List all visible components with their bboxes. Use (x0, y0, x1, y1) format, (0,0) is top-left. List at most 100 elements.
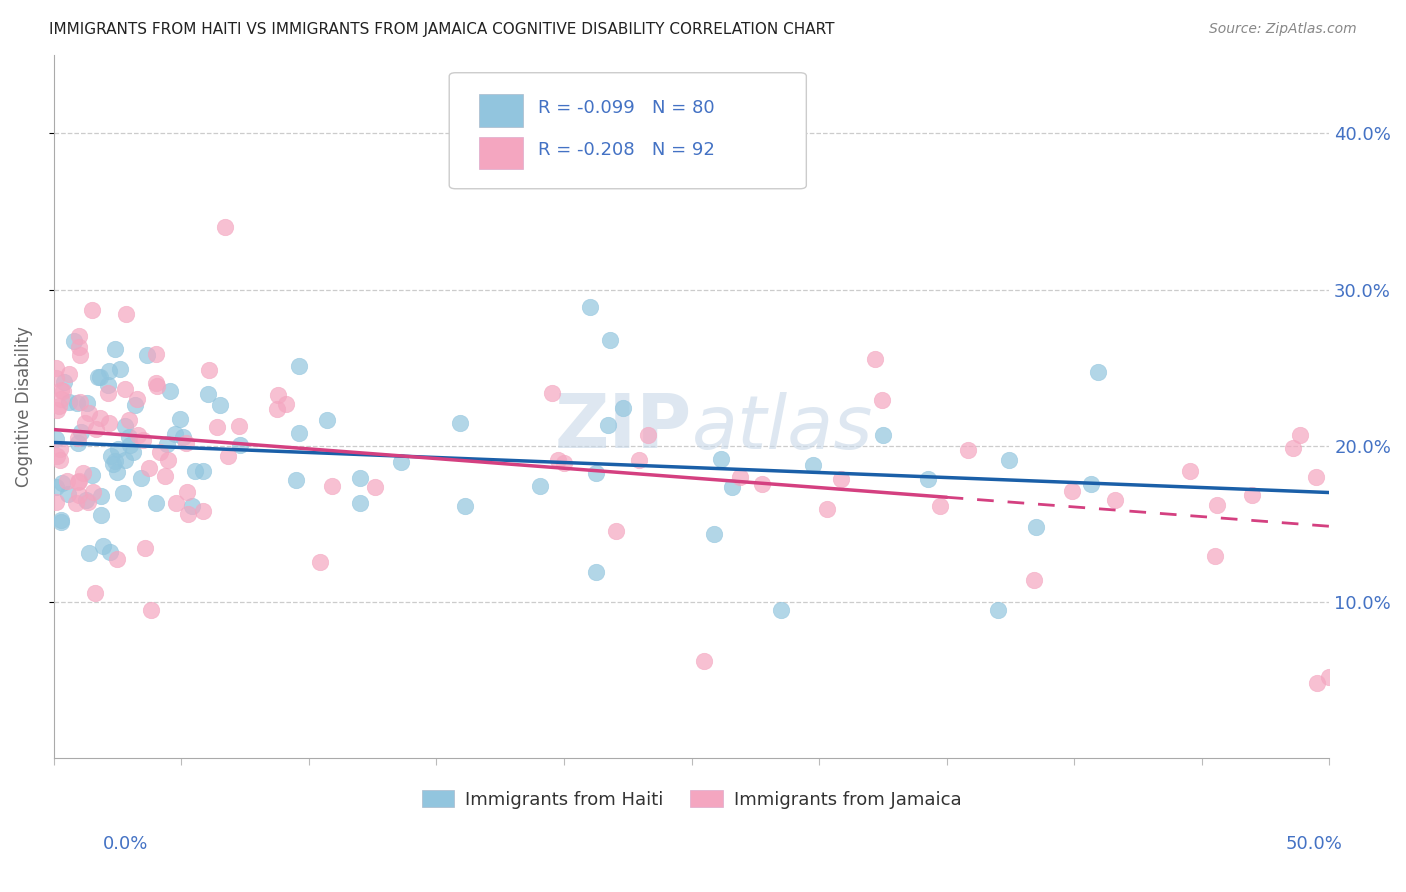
Point (637, 428, 659, 442)
FancyBboxPatch shape (449, 73, 806, 189)
Point (267, 388, 290, 402)
Point (58, 395, 80, 409)
FancyBboxPatch shape (478, 136, 523, 169)
Point (1289, 428, 1312, 442)
Point (364, 480, 387, 494)
Point (579, 301, 602, 315)
Point (585, 466, 607, 480)
Point (197, 387, 219, 401)
Point (49, 442, 72, 457)
Point (145, 376, 167, 390)
Point (90, 489, 112, 503)
Point (276, 397, 298, 411)
Point (89, 411, 111, 425)
Point (115, 307, 138, 321)
Point (136, 348, 159, 362)
Point (728, 469, 751, 483)
Point (1240, 488, 1263, 502)
Point (287, 426, 309, 441)
Point (156, 436, 179, 450)
Point (67, 328, 90, 343)
Point (69, 395, 91, 409)
Point (111, 486, 134, 500)
Point (77, 406, 100, 420)
Point (90, 508, 112, 522)
Point (52, 384, 75, 398)
Point (125, 392, 148, 406)
Point (288, 359, 311, 373)
Point (872, 428, 894, 442)
Point (69, 347, 91, 361)
Point (169, 412, 191, 426)
Point (308, 555, 330, 569)
Point (75, 416, 97, 430)
Point (86, 422, 108, 436)
Point (77, 495, 100, 509)
Point (165, 496, 187, 510)
Point (52, 375, 75, 389)
Point (45, 432, 67, 446)
Point (121, 444, 143, 458)
Point (82, 468, 104, 483)
Point (453, 499, 475, 513)
Point (105, 552, 128, 566)
Point (547, 452, 569, 467)
Point (114, 453, 136, 467)
Point (349, 496, 371, 510)
Point (129, 471, 152, 485)
Point (917, 472, 939, 486)
Point (139, 603, 162, 617)
Point (77, 546, 100, 560)
Point (929, 500, 952, 514)
Point (228, 438, 250, 452)
Text: ZIP: ZIP (554, 392, 692, 465)
Point (1180, 465, 1202, 479)
FancyBboxPatch shape (478, 95, 523, 128)
Point (803, 458, 825, 472)
Point (693, 655, 716, 669)
Point (1305, 676, 1327, 690)
Point (49, 453, 72, 467)
Point (67, 488, 90, 502)
Point (49, 513, 72, 527)
Point (63, 334, 86, 348)
Point (51, 515, 73, 529)
Point (67, 475, 90, 489)
Legend: Immigrants from Haiti, Immigrants from Jamaica: Immigrants from Haiti, Immigrants from J… (415, 783, 969, 816)
Point (172, 430, 194, 444)
Point (91, 539, 114, 553)
Point (605, 524, 627, 538)
Point (66, 396, 89, 410)
Point (100, 450, 122, 464)
Point (118, 413, 141, 427)
Point (45, 370, 67, 384)
Point (870, 392, 893, 407)
Point (193, 464, 215, 478)
Point (114, 419, 136, 434)
Point (176, 485, 198, 500)
Point (449, 416, 471, 430)
Point (193, 504, 215, 518)
Point (1062, 483, 1084, 498)
Point (145, 347, 167, 361)
Point (1080, 477, 1102, 491)
Point (97, 417, 120, 431)
Point (585, 565, 607, 579)
Point (127, 428, 149, 442)
Point (65, 496, 87, 510)
Point (67, 474, 90, 488)
Text: R = -0.208   N = 92: R = -0.208 N = 92 (538, 141, 716, 159)
Point (863, 351, 886, 366)
Point (815, 502, 838, 516)
Point (184, 464, 207, 478)
Point (87, 369, 110, 384)
Point (45, 361, 67, 376)
Point (76, 396, 98, 410)
Point (45, 480, 67, 494)
Point (97, 364, 120, 378)
Point (349, 470, 371, 484)
Point (266, 402, 288, 417)
Point (217, 449, 239, 463)
Point (138, 460, 160, 475)
Point (101, 457, 124, 471)
